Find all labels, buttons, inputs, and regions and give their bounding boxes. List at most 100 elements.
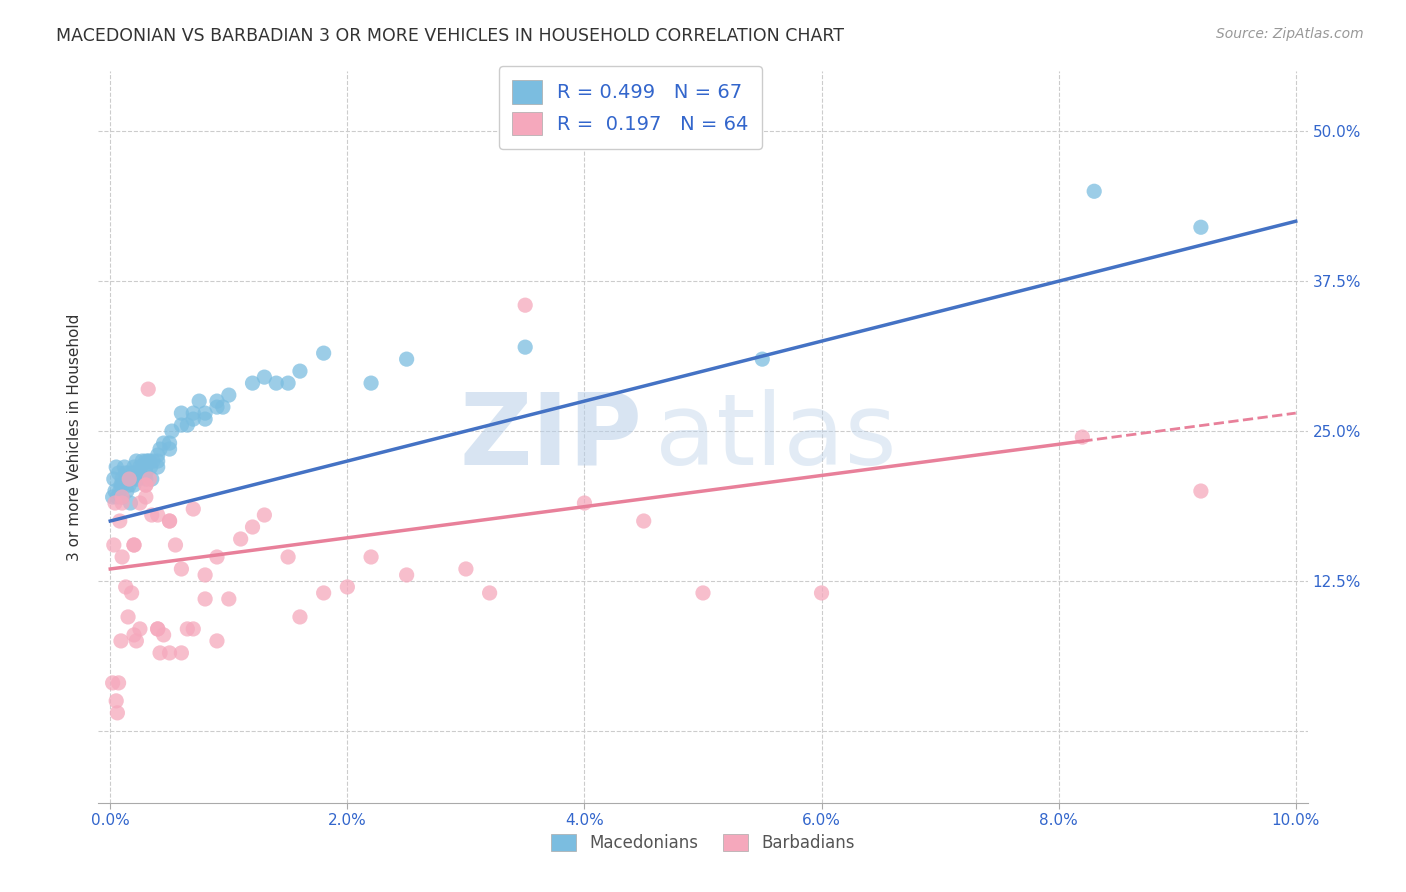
Point	[117, 466, 139, 480]
Point	[117, 610, 139, 624]
Point	[218, 388, 240, 402]
Point	[111, 472, 134, 486]
Point	[188, 394, 211, 409]
Point	[120, 496, 142, 510]
Point	[1083, 184, 1105, 198]
Point	[122, 460, 145, 475]
Point	[141, 472, 163, 486]
Point	[111, 490, 134, 504]
Point	[478, 586, 501, 600]
Point	[107, 676, 129, 690]
Point	[129, 466, 152, 480]
Point	[125, 634, 148, 648]
Point	[125, 454, 148, 468]
Point	[146, 622, 169, 636]
Text: ZIP: ZIP	[460, 389, 643, 485]
Point	[118, 472, 141, 486]
Point	[110, 478, 132, 492]
Point	[114, 466, 136, 480]
Point	[105, 490, 128, 504]
Point	[242, 376, 264, 391]
Point	[105, 706, 128, 720]
Point	[395, 568, 418, 582]
Point	[121, 472, 143, 486]
Point	[129, 496, 152, 510]
Point	[218, 591, 240, 606]
Point	[205, 400, 228, 414]
Point	[159, 514, 181, 528]
Point	[146, 508, 169, 522]
Point	[336, 580, 359, 594]
Point	[110, 634, 132, 648]
Point	[122, 478, 145, 492]
Point	[135, 466, 157, 480]
Point	[170, 562, 193, 576]
Point	[181, 502, 204, 516]
Point	[395, 352, 418, 367]
Point	[1071, 430, 1094, 444]
Text: MACEDONIAN VS BARBADIAN 3 OR MORE VEHICLES IN HOUSEHOLD CORRELATION CHART: MACEDONIAN VS BARBADIAN 3 OR MORE VEHICL…	[56, 27, 844, 45]
Point	[135, 472, 157, 486]
Point	[253, 508, 276, 522]
Point	[212, 400, 235, 414]
Point	[105, 694, 128, 708]
Point	[205, 634, 228, 648]
Point	[277, 376, 299, 391]
Point	[103, 538, 125, 552]
Point	[165, 538, 187, 552]
Point	[574, 496, 596, 510]
Point	[104, 496, 127, 510]
Point	[115, 483, 138, 498]
Point	[146, 622, 169, 636]
Point	[135, 490, 157, 504]
Point	[108, 514, 131, 528]
Point	[114, 580, 136, 594]
Point	[205, 549, 228, 564]
Point	[138, 472, 160, 486]
Point	[122, 538, 145, 552]
Point	[170, 646, 193, 660]
Text: atlas: atlas	[655, 389, 896, 485]
Point	[105, 460, 128, 475]
Point	[751, 352, 773, 367]
Point	[136, 382, 159, 396]
Point	[101, 676, 124, 690]
Point	[122, 466, 145, 480]
Point	[194, 568, 217, 582]
Point	[118, 478, 141, 492]
Point	[170, 418, 193, 433]
Point	[515, 340, 537, 354]
Point	[288, 364, 311, 378]
Point	[159, 442, 181, 456]
Point	[205, 394, 228, 409]
Point	[135, 478, 157, 492]
Point	[131, 454, 153, 468]
Point	[312, 586, 335, 600]
Point	[633, 514, 655, 528]
Point	[181, 412, 204, 426]
Point	[159, 646, 181, 660]
Point	[176, 622, 198, 636]
Point	[312, 346, 335, 360]
Point	[142, 454, 165, 468]
Point	[111, 496, 134, 510]
Point	[152, 628, 174, 642]
Point	[176, 418, 198, 433]
Point	[1189, 483, 1212, 498]
Point	[360, 549, 382, 564]
Point	[194, 412, 217, 426]
Point	[149, 442, 172, 456]
Point	[253, 370, 276, 384]
Point	[1189, 220, 1212, 235]
Point	[146, 448, 169, 462]
Point	[181, 406, 204, 420]
Point	[159, 514, 181, 528]
Point	[170, 406, 193, 420]
Point	[810, 586, 832, 600]
Point	[108, 483, 131, 498]
Point	[454, 562, 477, 576]
Point	[111, 549, 134, 564]
Point	[135, 478, 157, 492]
Point	[104, 483, 127, 498]
Point	[149, 646, 172, 660]
